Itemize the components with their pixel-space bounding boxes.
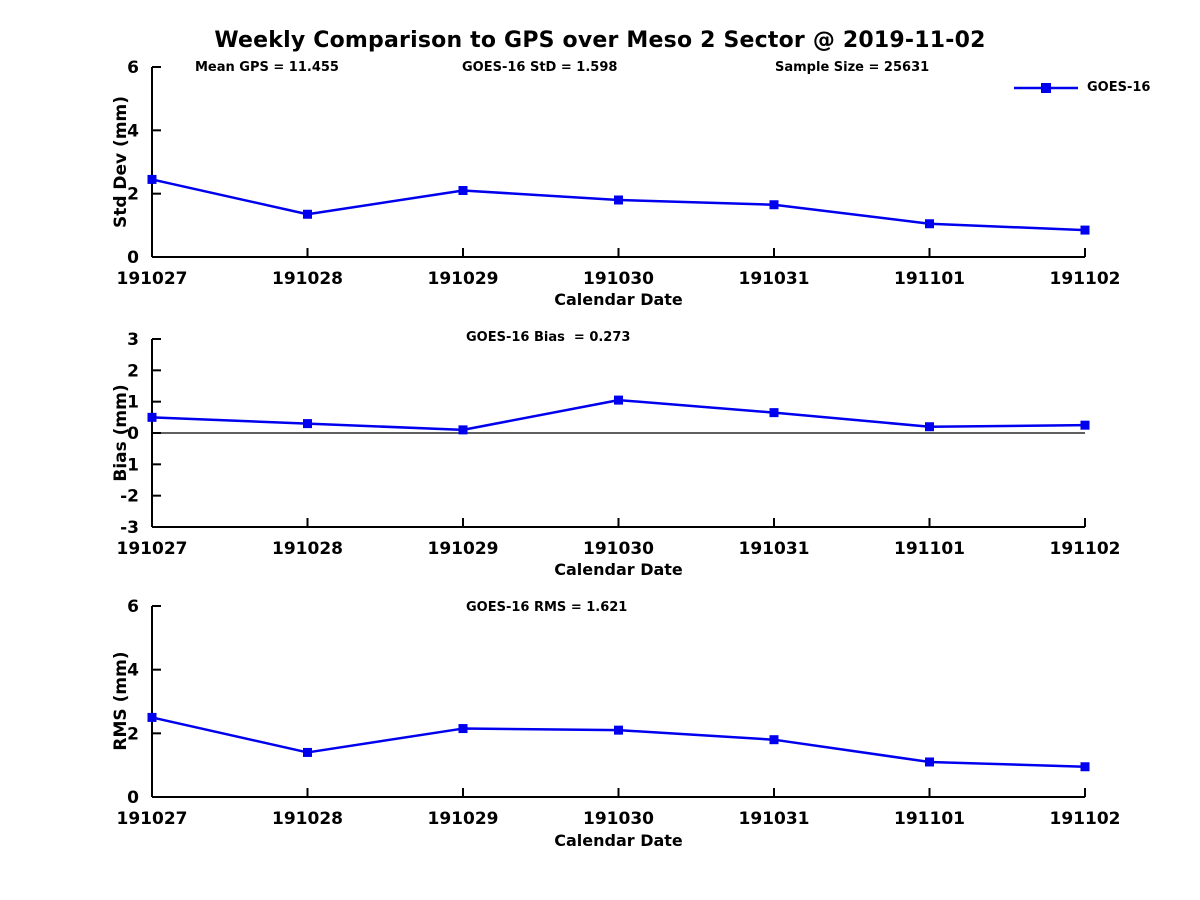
data-point <box>303 747 312 757</box>
ylabel-rms: RMS (mm) <box>111 651 131 751</box>
svg-text:191101: 191101 <box>894 269 965 289</box>
svg-text:191101: 191101 <box>894 539 965 559</box>
data-point <box>925 219 934 229</box>
svg-text:191102: 191102 <box>1050 269 1121 289</box>
svg-text:3: 3 <box>127 330 139 350</box>
svg-text:191028: 191028 <box>272 269 343 289</box>
subplot-std-dev: 0 2 4 6 191027 191028 191029 191030 191031 191101… <box>117 58 1121 289</box>
legend-line-icon <box>1014 82 1078 93</box>
svg-text:-3: -3 <box>120 518 139 538</box>
data-point <box>147 712 157 722</box>
data-point <box>614 395 623 405</box>
data-point <box>769 200 779 210</box>
svg-text:191030: 191030 <box>583 539 654 559</box>
data-point <box>303 209 312 219</box>
annotation-rms: GOES-16 RMS = 1.621 <box>466 600 628 615</box>
data-point <box>458 425 468 435</box>
xlabel-rms: Calendar Date <box>554 831 683 850</box>
legend-label: GOES-16 <box>1087 80 1151 95</box>
svg-text:191031: 191031 <box>739 539 810 559</box>
data-point <box>614 195 623 205</box>
legend: GOES-16 <box>1013 80 1150 95</box>
svg-text:6: 6 <box>127 58 139 78</box>
xlabel-bias: Calendar Date <box>554 560 683 579</box>
svg-text:6: 6 <box>127 597 139 617</box>
svg-text:2: 2 <box>127 361 139 381</box>
svg-text:-2: -2 <box>120 487 139 507</box>
data-point <box>147 412 157 422</box>
svg-text:191102: 191102 <box>1050 809 1121 829</box>
data-point <box>303 419 312 429</box>
svg-text:191101: 191101 <box>894 809 965 829</box>
ylabel-std-dev: Std Dev (mm) <box>111 95 131 229</box>
svg-text:0: 0 <box>127 788 139 808</box>
data-point <box>925 422 934 432</box>
svg-text:191027: 191027 <box>117 539 188 559</box>
svg-text:191027: 191027 <box>117 269 188 289</box>
data-point <box>147 174 157 184</box>
svg-text:0: 0 <box>127 424 139 444</box>
annotation-goes16-std: GOES-16 StD = 1.598 <box>462 60 618 75</box>
svg-text:-1: -1 <box>120 455 139 475</box>
svg-text:1: 1 <box>127 393 139 413</box>
data-point <box>458 186 468 195</box>
svg-text:4: 4 <box>127 121 139 141</box>
svg-text:191102: 191102 <box>1050 539 1121 559</box>
page-title: Weekly Comparison to GPS over Meso 2 Sec… <box>214 28 986 53</box>
svg-text:191028: 191028 <box>272 539 343 559</box>
svg-text:4: 4 <box>127 661 139 681</box>
svg-text:191030: 191030 <box>583 269 654 289</box>
svg-text:191027: 191027 <box>117 809 188 829</box>
data-point <box>614 725 623 735</box>
data-point <box>1080 420 1090 430</box>
data-point <box>458 724 468 734</box>
svg-text:191029: 191029 <box>428 269 499 289</box>
subplot-rms: 0 2 4 6 191027 191028 191029 191030 191031 191101… <box>117 597 1121 829</box>
svg-text:191031: 191031 <box>739 809 810 829</box>
svg-text:191030: 191030 <box>583 809 654 829</box>
svg-text:191031: 191031 <box>739 269 810 289</box>
annotation-mean-gps: Mean GPS = 11.455 <box>195 60 339 75</box>
svg-text:2: 2 <box>127 185 139 205</box>
svg-text:191029: 191029 <box>428 809 499 829</box>
data-point <box>769 408 779 418</box>
data-point <box>1080 225 1090 235</box>
subplot-bias: -3 -2 -1 0 1 2 3 191027 191028 191029 191030 191031… <box>117 330 1121 559</box>
annotation-bias: GOES-16 Bias = 0.273 <box>466 330 631 345</box>
svg-text:0: 0 <box>127 248 139 268</box>
data-point <box>1080 762 1090 772</box>
svg-text:2: 2 <box>127 724 139 744</box>
series-line-rms <box>150 716 1087 769</box>
ylabel-bias: Bias (mm) <box>111 384 131 482</box>
series-line-std-dev <box>150 178 1087 232</box>
annotation-sample-size: Sample Size = 25631 <box>775 60 930 75</box>
svg-text:191028: 191028 <box>272 809 343 829</box>
data-point <box>769 735 779 745</box>
xlabel-std-dev: Calendar Date <box>554 290 683 309</box>
svg-text:191029: 191029 <box>428 539 499 559</box>
data-point <box>925 757 934 767</box>
